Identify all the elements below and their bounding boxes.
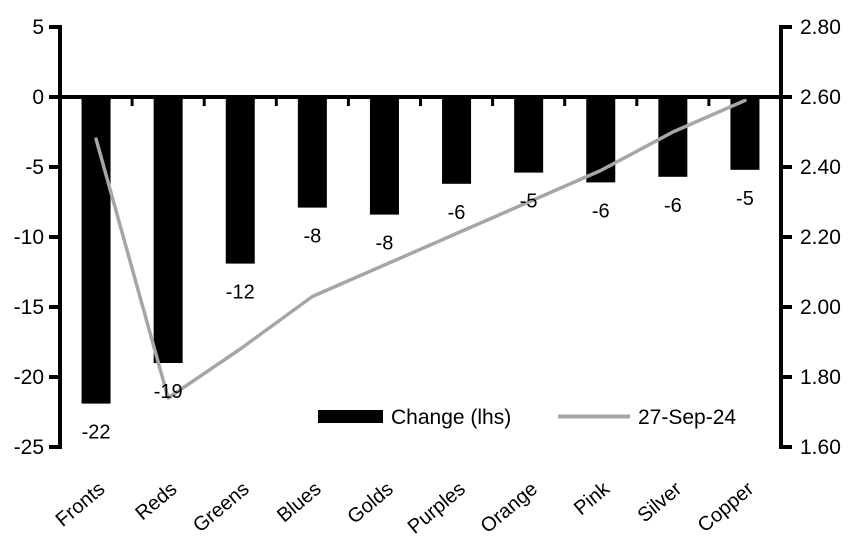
bar-reds (153, 97, 183, 363)
x-axis-label-copper: Copper (694, 478, 759, 537)
x-axis-label-pink: Pink (570, 477, 615, 520)
right-axis-tick-label: 2.40 (800, 156, 841, 179)
bar-label-orange: -5 (520, 191, 538, 213)
bar-label-greens: -12 (226, 282, 255, 304)
bar-blues (297, 97, 327, 208)
legend-bar-swatch (318, 410, 383, 423)
series-line (94, 98, 747, 400)
right-axis-tick-label: 2.80 (800, 16, 841, 39)
bar-copper (730, 97, 760, 170)
left-axis-tick-label: 5 (32, 16, 44, 39)
right-axis-tick-label: 1.80 (800, 366, 841, 389)
right-axis-tick-label: 1.60 (800, 436, 841, 459)
left-axis-tick-label: -15 (14, 296, 44, 319)
x-axis-label-fronts: Fronts (52, 478, 110, 531)
bar-pink (586, 97, 616, 183)
bar-orange (514, 97, 544, 173)
left-axis-tick-label: 0 (32, 86, 44, 109)
bar-label-purples: -6 (448, 202, 466, 224)
legend-line-label: 27-Sep-24 (638, 406, 736, 429)
left-axis-tick-label: -25 (14, 436, 44, 459)
bar-label-golds: -8 (376, 233, 394, 255)
x-axis-label-blues: Blues (273, 478, 325, 527)
bar-label-silver: -6 (664, 195, 682, 217)
x-axis-label-golds: Golds (343, 478, 397, 528)
bar-purples (442, 97, 472, 184)
x-axis-label-greens: Greens (189, 478, 253, 537)
left-axis-tick-label: -5 (25, 156, 44, 179)
bar-label-blues: -8 (303, 226, 321, 248)
x-axis-label-silver: Silver (634, 478, 687, 527)
x-axis-label-reds: Reds (131, 478, 181, 525)
x-axis-label-orange: Orange (477, 478, 542, 538)
left-axis-tick-label: -20 (14, 366, 44, 389)
legend-bar-label: Change (lhs) (391, 406, 511, 429)
right-axis-tick-label: 2.00 (800, 296, 841, 319)
right-axis-tick-label: 2.60 (800, 86, 841, 109)
left-axis-tick-label: -10 (14, 226, 44, 249)
x-axis-label-purples: Purples (404, 478, 470, 538)
bar-label-reds: -19 (154, 381, 183, 403)
bar-label-fronts: -22 (82, 422, 111, 444)
bar-fronts (81, 97, 111, 404)
bar-golds (369, 97, 399, 215)
bar-label-pink: -6 (592, 200, 610, 222)
bar-greens (225, 97, 255, 264)
bar-label-copper: -5 (736, 188, 754, 210)
right-axis-tick-label: 2.20 (800, 226, 841, 249)
